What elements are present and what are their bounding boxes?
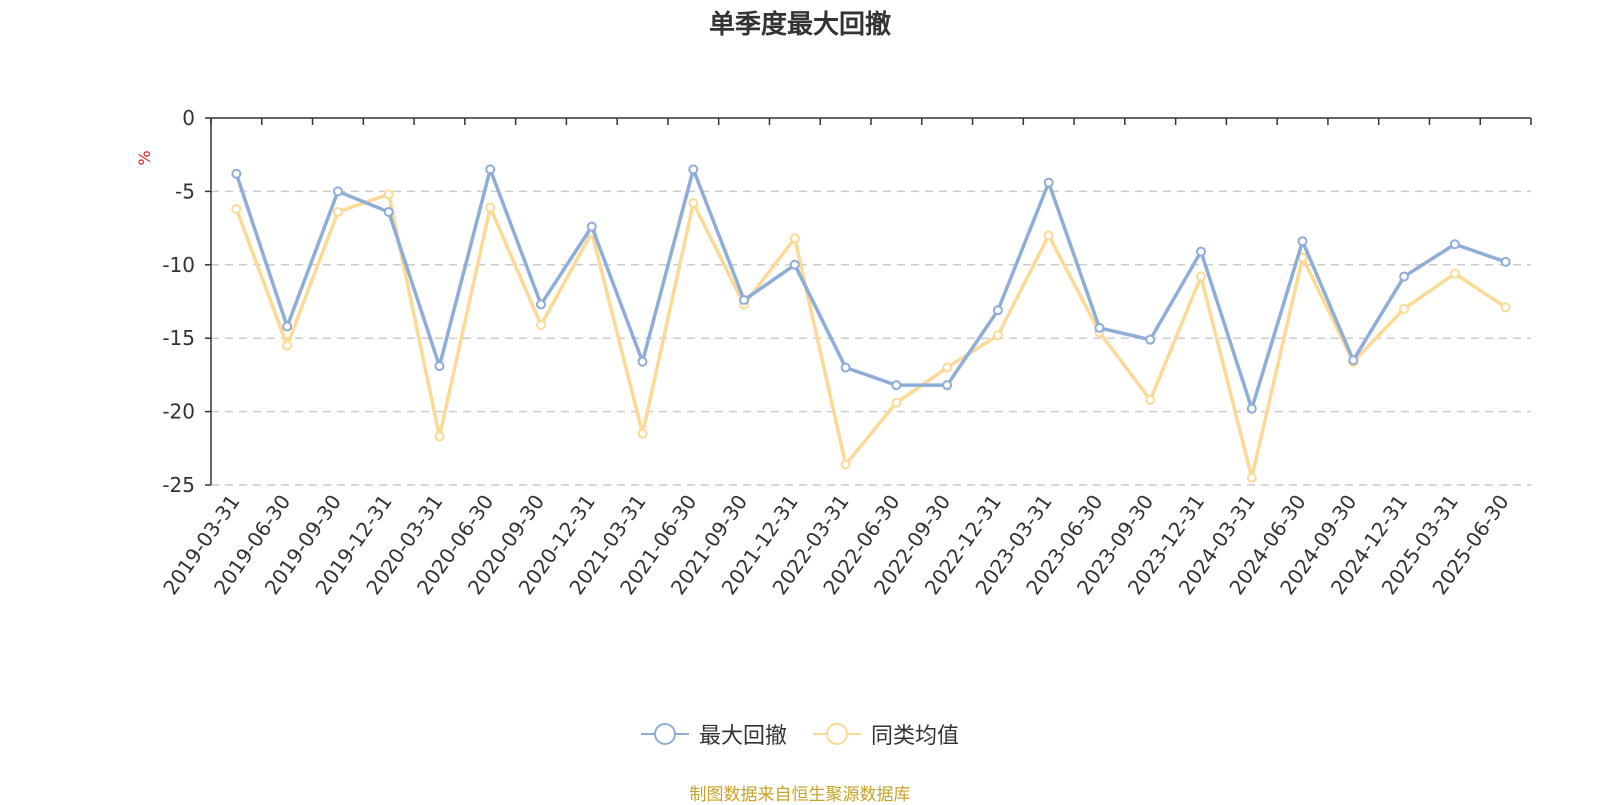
data-point [1094, 322, 1105, 333]
legend-marker-icon [813, 723, 861, 745]
series-line [234, 167, 1507, 411]
source-note: 制图数据来自恒生聚源数据库 [689, 785, 911, 805]
legend-item[interactable]: 最大回撤 [640, 718, 787, 750]
data-point [891, 380, 902, 391]
data-point [1348, 355, 1359, 366]
y-tick-label: -10 [162, 253, 195, 277]
data-point [332, 206, 343, 217]
y-tick-label: -25 [162, 473, 195, 497]
data-point [1500, 302, 1511, 313]
legend-circle [826, 723, 848, 745]
data-point [1297, 236, 1308, 247]
data-point [231, 168, 242, 179]
data-point [485, 164, 496, 175]
data-point [840, 459, 851, 470]
grid-lines [211, 190, 1531, 486]
data-point [1449, 268, 1460, 279]
series [231, 164, 1511, 483]
data-point [1399, 303, 1410, 314]
legend: 最大回撤 同类均值 [0, 718, 1600, 750]
data-point [688, 198, 699, 209]
data-point [536, 319, 546, 330]
data-point [1145, 394, 1156, 405]
data-point [586, 221, 597, 232]
data-point [332, 186, 343, 197]
chart-title: 单季度最大回撤 [708, 10, 891, 40]
data-point [485, 202, 496, 213]
data-point [1399, 271, 1410, 282]
legend-label: 最大回撤 [698, 724, 787, 749]
data-point [282, 340, 293, 351]
legend-circle [653, 723, 676, 745]
data-point [992, 330, 1003, 341]
y-tick-label: -15 [162, 326, 195, 350]
data-point [1246, 472, 1257, 483]
data-point [789, 233, 800, 244]
axes: 0-5-10-15-20-252019-03-312019-06-302019-… [158, 106, 1532, 599]
data-point [1043, 230, 1054, 241]
data-point [383, 189, 394, 200]
y-axis-label: % [135, 150, 154, 165]
data-point [434, 431, 445, 442]
data-point [1449, 239, 1460, 250]
data-point [637, 356, 648, 367]
series-1 [231, 189, 1511, 483]
data-point [1196, 271, 1206, 282]
data-point [434, 361, 445, 372]
data-point [1246, 403, 1257, 414]
data-point [536, 299, 546, 310]
y-tick-label: 0 [182, 106, 195, 130]
y-tick-label: -20 [162, 400, 195, 424]
data-point [840, 362, 851, 373]
data-point [1043, 177, 1054, 188]
data-point [282, 321, 293, 332]
data-point [1145, 334, 1156, 345]
data-point [383, 206, 394, 217]
data-point [992, 305, 1003, 316]
legend-label: 同类均值 [871, 724, 960, 749]
data-point [688, 164, 699, 175]
data-point [231, 204, 242, 215]
series-line [234, 192, 1507, 480]
data-point [1196, 246, 1206, 257]
data-point [637, 428, 648, 439]
data-point [942, 380, 953, 391]
y-tick-label: -5 [175, 179, 195, 203]
data-point [942, 362, 953, 373]
series-0 [231, 164, 1511, 414]
data-point [789, 259, 800, 270]
data-point [1500, 256, 1511, 267]
data-point [739, 295, 750, 306]
legend-marker-icon [640, 723, 689, 745]
data-point [891, 397, 902, 408]
legend-item[interactable]: 同类均值 [813, 718, 959, 750]
